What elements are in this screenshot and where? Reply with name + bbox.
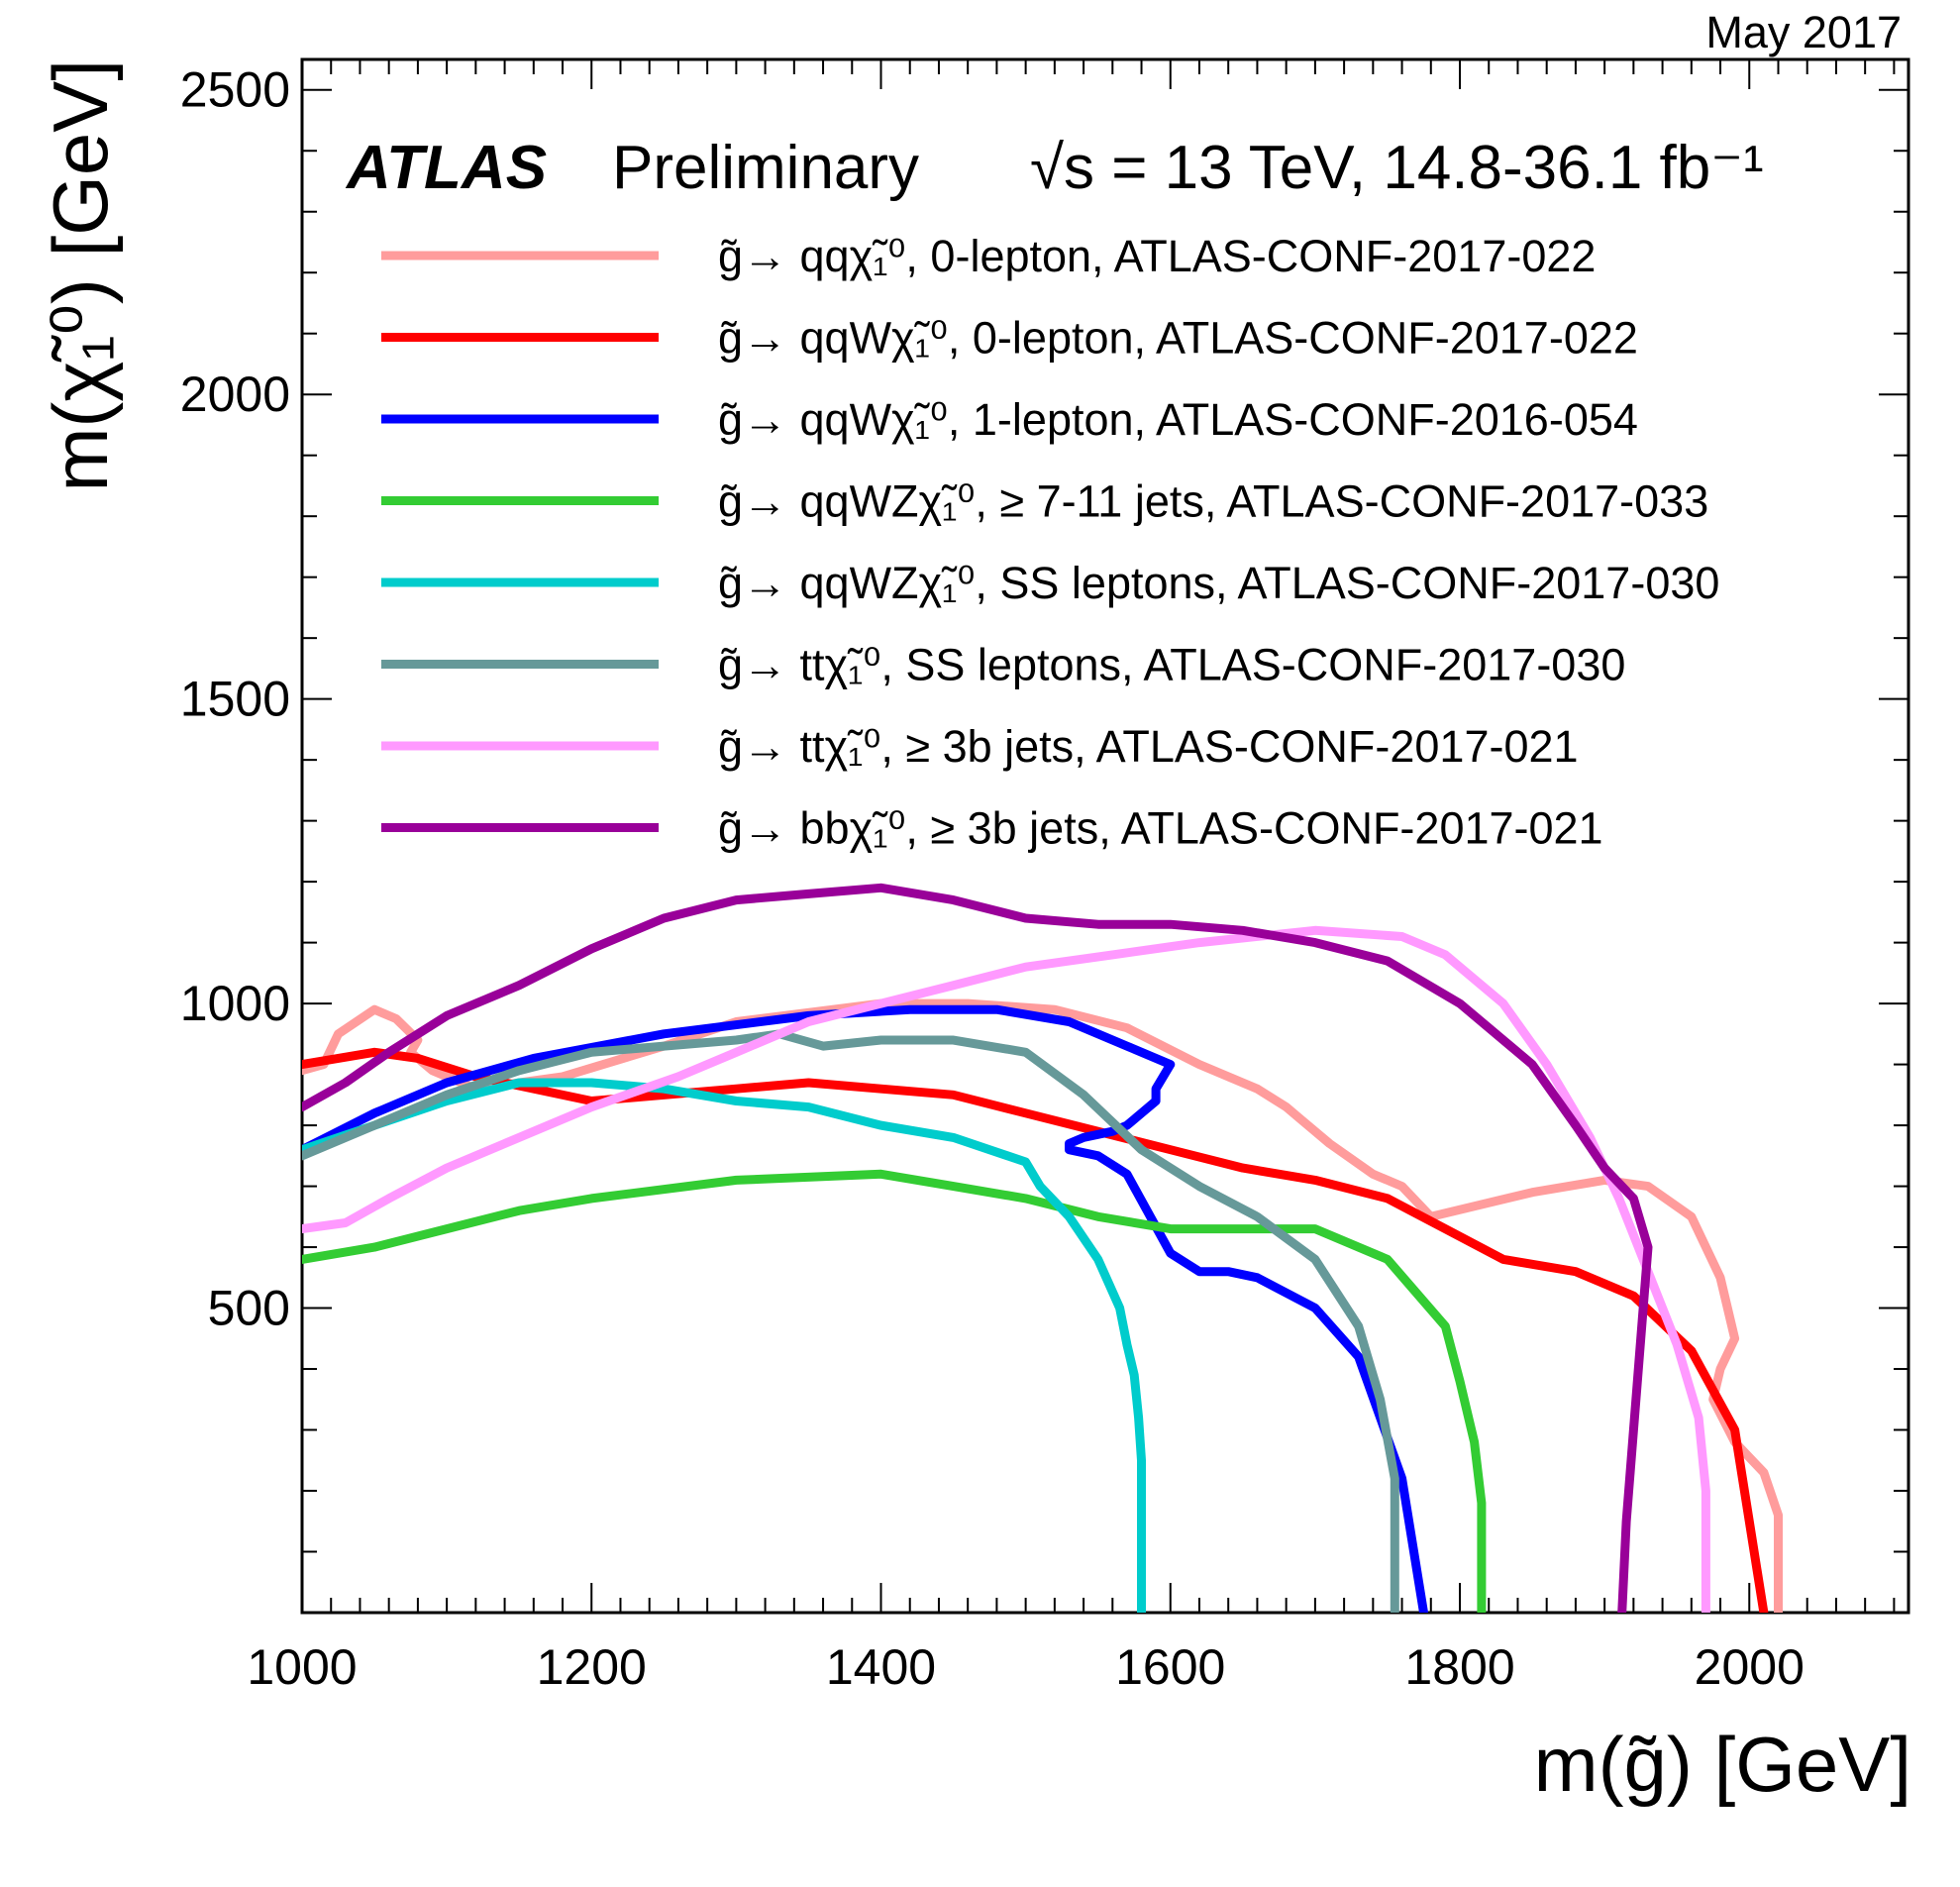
legend-label: g̃→ qqWZχ̃₁⁰, SS leptons, ATLAS-CONF-201… xyxy=(718,558,1719,608)
legend-entry: g̃→ ttχ̃₁⁰, SS leptons, ATLAS-CONF-2017-… xyxy=(381,640,1625,690)
plot-frame xyxy=(300,57,1910,1615)
series-line-4 xyxy=(302,1169,1487,1613)
legend-label: g̃→ ttχ̃₁⁰, SS leptons, ATLAS-CONF-2017-… xyxy=(718,640,1625,690)
y-axis-title: m(χ̃₁⁰) [GeV] xyxy=(37,59,124,492)
y-tick-label: 2500 xyxy=(180,62,290,118)
legend-entry: g̃→ qqWχ̃₁⁰, 0-lepton, ATLAS-CONF-2017-0… xyxy=(381,313,1638,364)
series-line-8 xyxy=(302,883,1653,1613)
energy-luminosity-label: √s = 13 TeV, 14.8-36.1 fb⁻¹ xyxy=(1030,134,1764,202)
x-tick-label: 1200 xyxy=(537,1639,647,1695)
legend-entry: g̃→ qqWχ̃₁⁰, 1-lepton, ATLAS-CONF-2016-0… xyxy=(381,394,1638,445)
legend-label: g̃→ qqχ̃₁⁰, 0-lepton, ATLAS-CONF-2017-02… xyxy=(718,231,1596,281)
x-tick-label: 1000 xyxy=(247,1639,357,1695)
legend-label: g̃→ qqWZχ̃₁⁰, ≥ 7-11 jets, ATLAS-CONF-20… xyxy=(718,476,1708,527)
exclusion-curves xyxy=(302,883,1783,1613)
date-label: May 2017 xyxy=(1705,7,1902,57)
preliminary-label: Preliminary xyxy=(612,134,919,202)
legend-entry: g̃→ qqWZχ̃₁⁰, ≥ 7-11 jets, ATLAS-CONF-20… xyxy=(381,476,1708,527)
x-tick-label: 1800 xyxy=(1404,1639,1514,1695)
legend-label: g̃→ bbχ̃₁⁰, ≥ 3b jets, ATLAS-CONF-2017-0… xyxy=(718,803,1603,854)
legend-entry: g̃→ bbχ̃₁⁰, ≥ 3b jets, ATLAS-CONF-2017-0… xyxy=(381,803,1603,854)
axis-tick-labels: 1000 1200 1400 1600 1800 2000 500 1000 1500 2000 2… xyxy=(180,62,1805,1695)
legend-entry: g̃→ qqWZχ̃₁⁰, SS leptons, ATLAS-CONF-201… xyxy=(381,558,1719,608)
legend-label: g̃→ ttχ̃₁⁰, ≥ 3b jets, ATLAS-CONF-2017-0… xyxy=(718,721,1579,772)
x-tick-label: 2000 xyxy=(1695,1639,1805,1695)
legend-entry: g̃→ qqχ̃₁⁰, 0-lepton, ATLAS-CONF-2017-02… xyxy=(381,231,1596,281)
axis-ticks xyxy=(301,59,1908,1613)
y-tick-label: 1500 xyxy=(180,672,290,727)
x-tick-label: 1400 xyxy=(826,1639,936,1695)
series-line-1 xyxy=(302,998,1783,1613)
legend-entry: g̃→ ttχ̃₁⁰, ≥ 3b jets, ATLAS-CONF-2017-0… xyxy=(381,721,1579,772)
y-tick-label: 500 xyxy=(208,1281,290,1336)
series-line-5 xyxy=(302,1078,1146,1613)
x-axis-title: m(g̃) [GeV] xyxy=(1534,1721,1911,1808)
legend: g̃→ qqχ̃₁⁰, 0-lepton, ATLAS-CONF-2017-02… xyxy=(381,231,1719,854)
series-line-3 xyxy=(302,1004,1428,1613)
x-tick-label: 1600 xyxy=(1115,1639,1225,1695)
legend-label: g̃→ qqWχ̃₁⁰, 1-lepton, ATLAS-CONF-2016-0… xyxy=(718,394,1638,445)
legend-label: g̃→ qqWχ̃₁⁰, 0-lepton, ATLAS-CONF-2017-0… xyxy=(718,313,1638,364)
atlas-label: ATLAS xyxy=(345,134,547,202)
y-tick-label: 2000 xyxy=(180,367,290,422)
y-tick-label: 1000 xyxy=(180,976,290,1031)
series-line-6 xyxy=(302,1029,1399,1613)
